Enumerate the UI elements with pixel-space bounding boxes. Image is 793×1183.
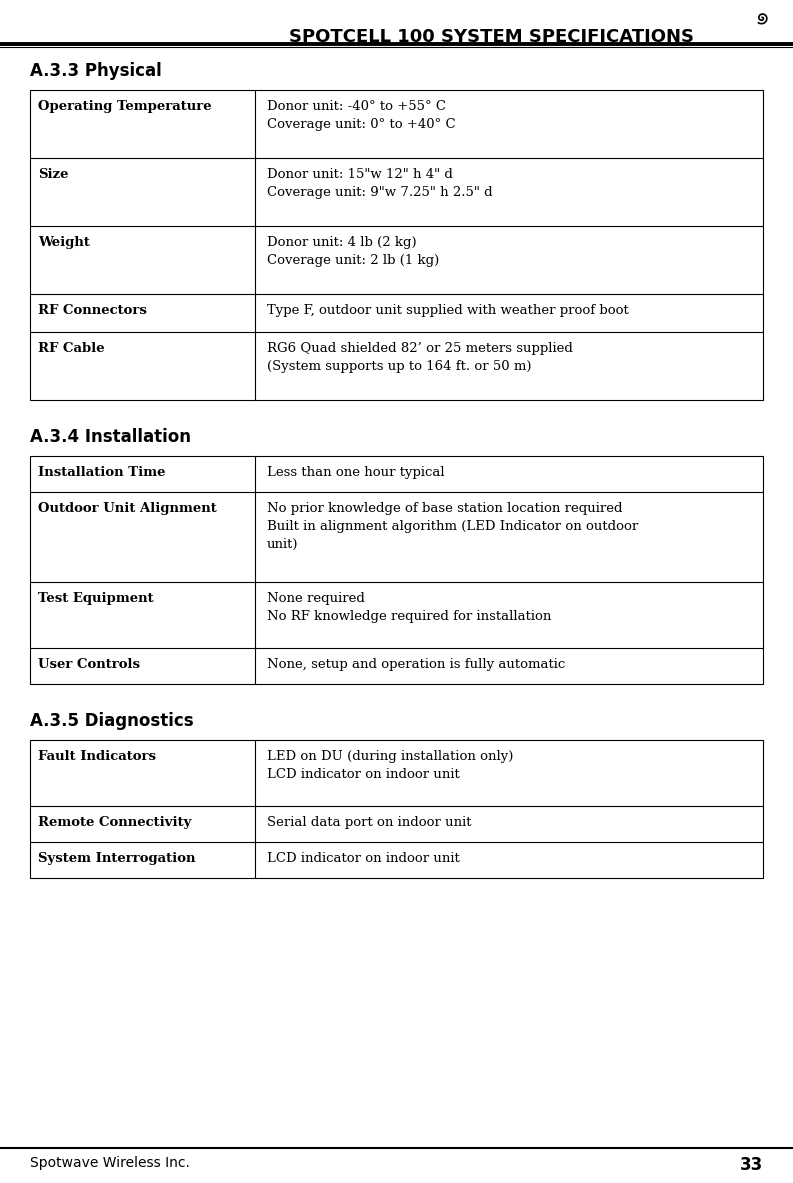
Text: SPOTCELL 100 SYSTEM SPECIFICATIONS: SPOTCELL 100 SYSTEM SPECIFICATIONS — [289, 28, 694, 46]
Bar — [30, 90, 763, 400]
Text: Donor unit: -40° to +55° C
Coverage unit: 0° to +40° C: Donor unit: -40° to +55° C Coverage unit… — [267, 101, 456, 131]
Text: LCD indicator on indoor unit: LCD indicator on indoor unit — [267, 852, 460, 865]
Text: None, setup and operation is fully automatic: None, setup and operation is fully autom… — [267, 658, 565, 671]
Bar — [30, 455, 763, 684]
Text: RF Cable: RF Cable — [38, 342, 105, 355]
Text: Operating Temperature: Operating Temperature — [38, 101, 212, 114]
Text: Weight: Weight — [38, 235, 90, 248]
Text: Installation Time: Installation Time — [38, 466, 166, 479]
Text: Remote Connectivity: Remote Connectivity — [38, 816, 191, 829]
Text: LED on DU (during installation only)
LCD indicator on indoor unit: LED on DU (during installation only) LCD… — [267, 750, 513, 781]
Text: Serial data port on indoor unit: Serial data port on indoor unit — [267, 816, 472, 829]
Text: Donor unit: 4 lb (2 kg)
Coverage unit: 2 lb (1 kg): Donor unit: 4 lb (2 kg) Coverage unit: 2… — [267, 235, 439, 267]
Text: System Interrogation: System Interrogation — [38, 852, 196, 865]
Text: None required
No RF knowledge required for installation: None required No RF knowledge required f… — [267, 592, 551, 623]
Text: Spotwave Wireless Inc.: Spotwave Wireless Inc. — [30, 1156, 190, 1170]
Text: Outdoor Unit Alignment: Outdoor Unit Alignment — [38, 502, 216, 515]
Text: Donor unit: 15"w 12" h 4" d
Coverage unit: 9"w 7.25" h 2.5" d: Donor unit: 15"w 12" h 4" d Coverage uni… — [267, 168, 492, 199]
Text: 33: 33 — [740, 1156, 763, 1174]
Text: RG6 Quad shielded 82’ or 25 meters supplied
(System supports up to 164 ft. or 50: RG6 Quad shielded 82’ or 25 meters suppl… — [267, 342, 573, 373]
Text: Less than one hour typical: Less than one hour typical — [267, 466, 445, 479]
Bar — [30, 741, 763, 878]
Text: A.3.5 Diagnostics: A.3.5 Diagnostics — [30, 712, 193, 730]
Text: Type F, outdoor unit supplied with weather proof boot: Type F, outdoor unit supplied with weath… — [267, 304, 629, 317]
Text: User Controls: User Controls — [38, 658, 140, 671]
Text: A.3.4 Installation: A.3.4 Installation — [30, 428, 191, 446]
Text: RF Connectors: RF Connectors — [38, 304, 147, 317]
Text: No prior knowledge of base station location required
Built in alignment algorith: No prior knowledge of base station locat… — [267, 502, 638, 551]
Text: A.3.3 Physical: A.3.3 Physical — [30, 62, 162, 80]
Text: Fault Indicators: Fault Indicators — [38, 750, 156, 763]
Text: Test Equipment: Test Equipment — [38, 592, 154, 605]
Text: Size: Size — [38, 168, 68, 181]
